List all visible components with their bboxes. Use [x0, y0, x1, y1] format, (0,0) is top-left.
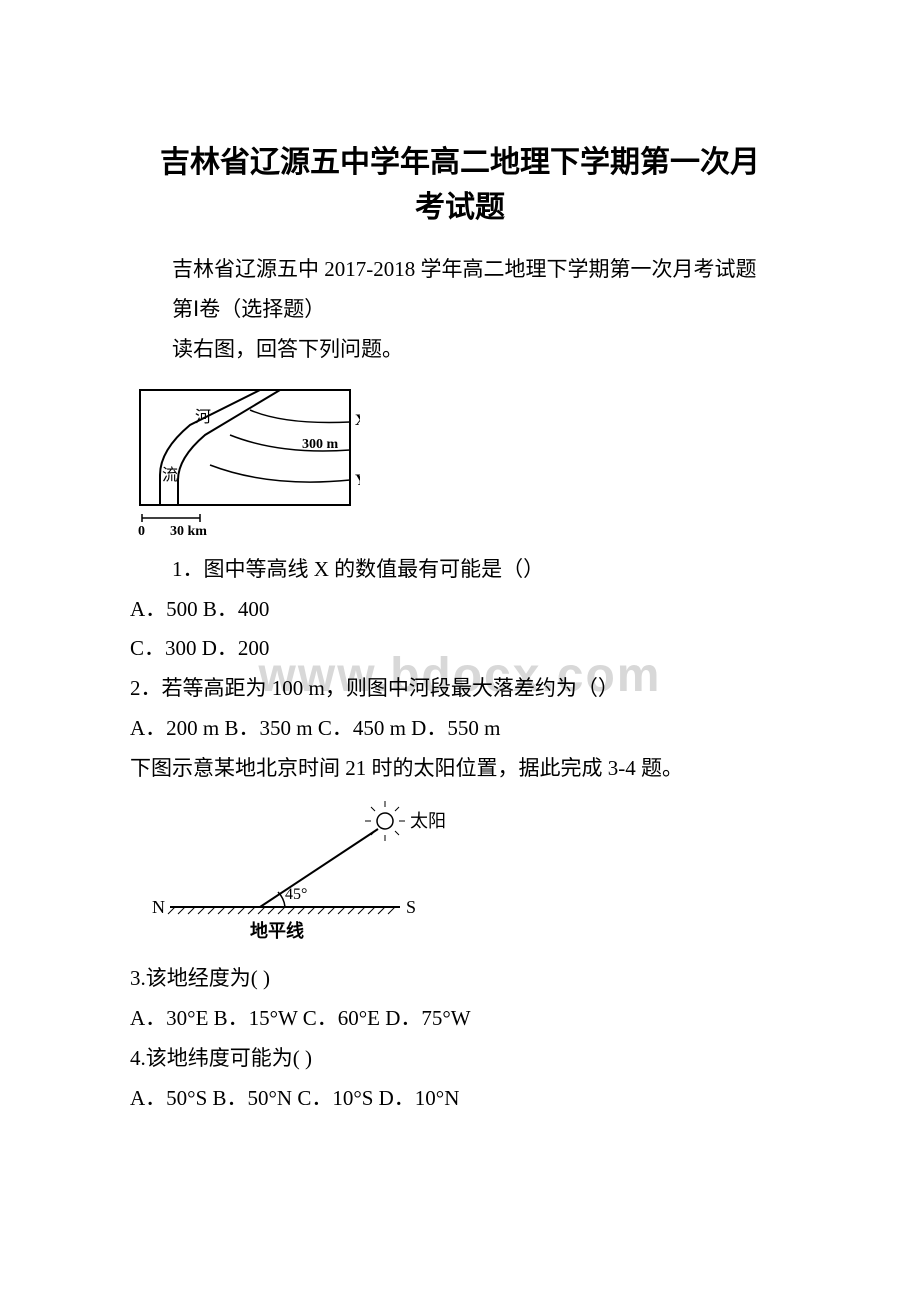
- fig2-angle-label: 45°: [285, 886, 307, 903]
- fig1-scale-0: 0: [138, 524, 145, 539]
- paragraph-instruction-1: 读右图，回答下列问题。: [130, 330, 790, 370]
- fig2-s-label: S: [406, 897, 416, 917]
- title-line-2: 考试题: [415, 191, 505, 224]
- question-1: 1．图中等高线 X 的数值最有可能是（）: [130, 550, 790, 590]
- fig1-contour-label: 300 m: [302, 437, 339, 452]
- question-3: 3.该地经度为( ): [130, 959, 790, 999]
- question-4-options: A．50°S B．50°N C．10°S D．10°N: [130, 1079, 790, 1119]
- fig1-x-label: X: [355, 412, 360, 429]
- paragraph-section: 第Ⅰ卷（选择题）: [130, 290, 790, 330]
- question-1-options-ab: A．500 B．400: [130, 590, 790, 630]
- document-content: 吉林省辽源五中学年高二地理下学期第一次月 考试题 吉林省辽源五中 2017-20…: [130, 140, 790, 1119]
- fig1-flow-label: 流: [162, 466, 178, 484]
- fig2-sun-label: 太阳: [410, 811, 446, 831]
- fig2-n-label: N: [152, 897, 165, 917]
- question-1-options-cd: C．300 D．200: [130, 629, 790, 669]
- fig1-y-label: Y: [355, 472, 360, 489]
- fig1-river-label: 河: [195, 408, 211, 426]
- question-2: 2．若等高距为 100 m，则图中河段最大落差约为（）: [130, 669, 790, 709]
- figure-1-contour-map: 河 流 X 300 m Y 0 30 km: [130, 380, 790, 540]
- paragraph-intro: 吉林省辽源五中 2017-2018 学年高二地理下学期第一次月考试题: [130, 250, 790, 290]
- document-title: 吉林省辽源五中学年高二地理下学期第一次月 考试题: [130, 140, 790, 230]
- title-line-1: 吉林省辽源五中学年高二地理下学期第一次月: [160, 146, 760, 179]
- fig2-horizon-label: 地平线: [250, 920, 304, 941]
- question-2-options: A．200 m B．350 m C．450 m D．550 m: [130, 709, 790, 749]
- question-3-options: A．30°E B．15°W C．60°E D．75°W: [130, 999, 790, 1039]
- paragraph-instruction-2: 下图示意某地北京时间 21 时的太阳位置，据此完成 3-4 题。: [130, 749, 790, 789]
- fig1-scale-30: 30 km: [170, 524, 207, 539]
- figure-2-sun-position: 太阳: [130, 799, 790, 949]
- question-4: 4.该地纬度可能为( ): [130, 1039, 790, 1079]
